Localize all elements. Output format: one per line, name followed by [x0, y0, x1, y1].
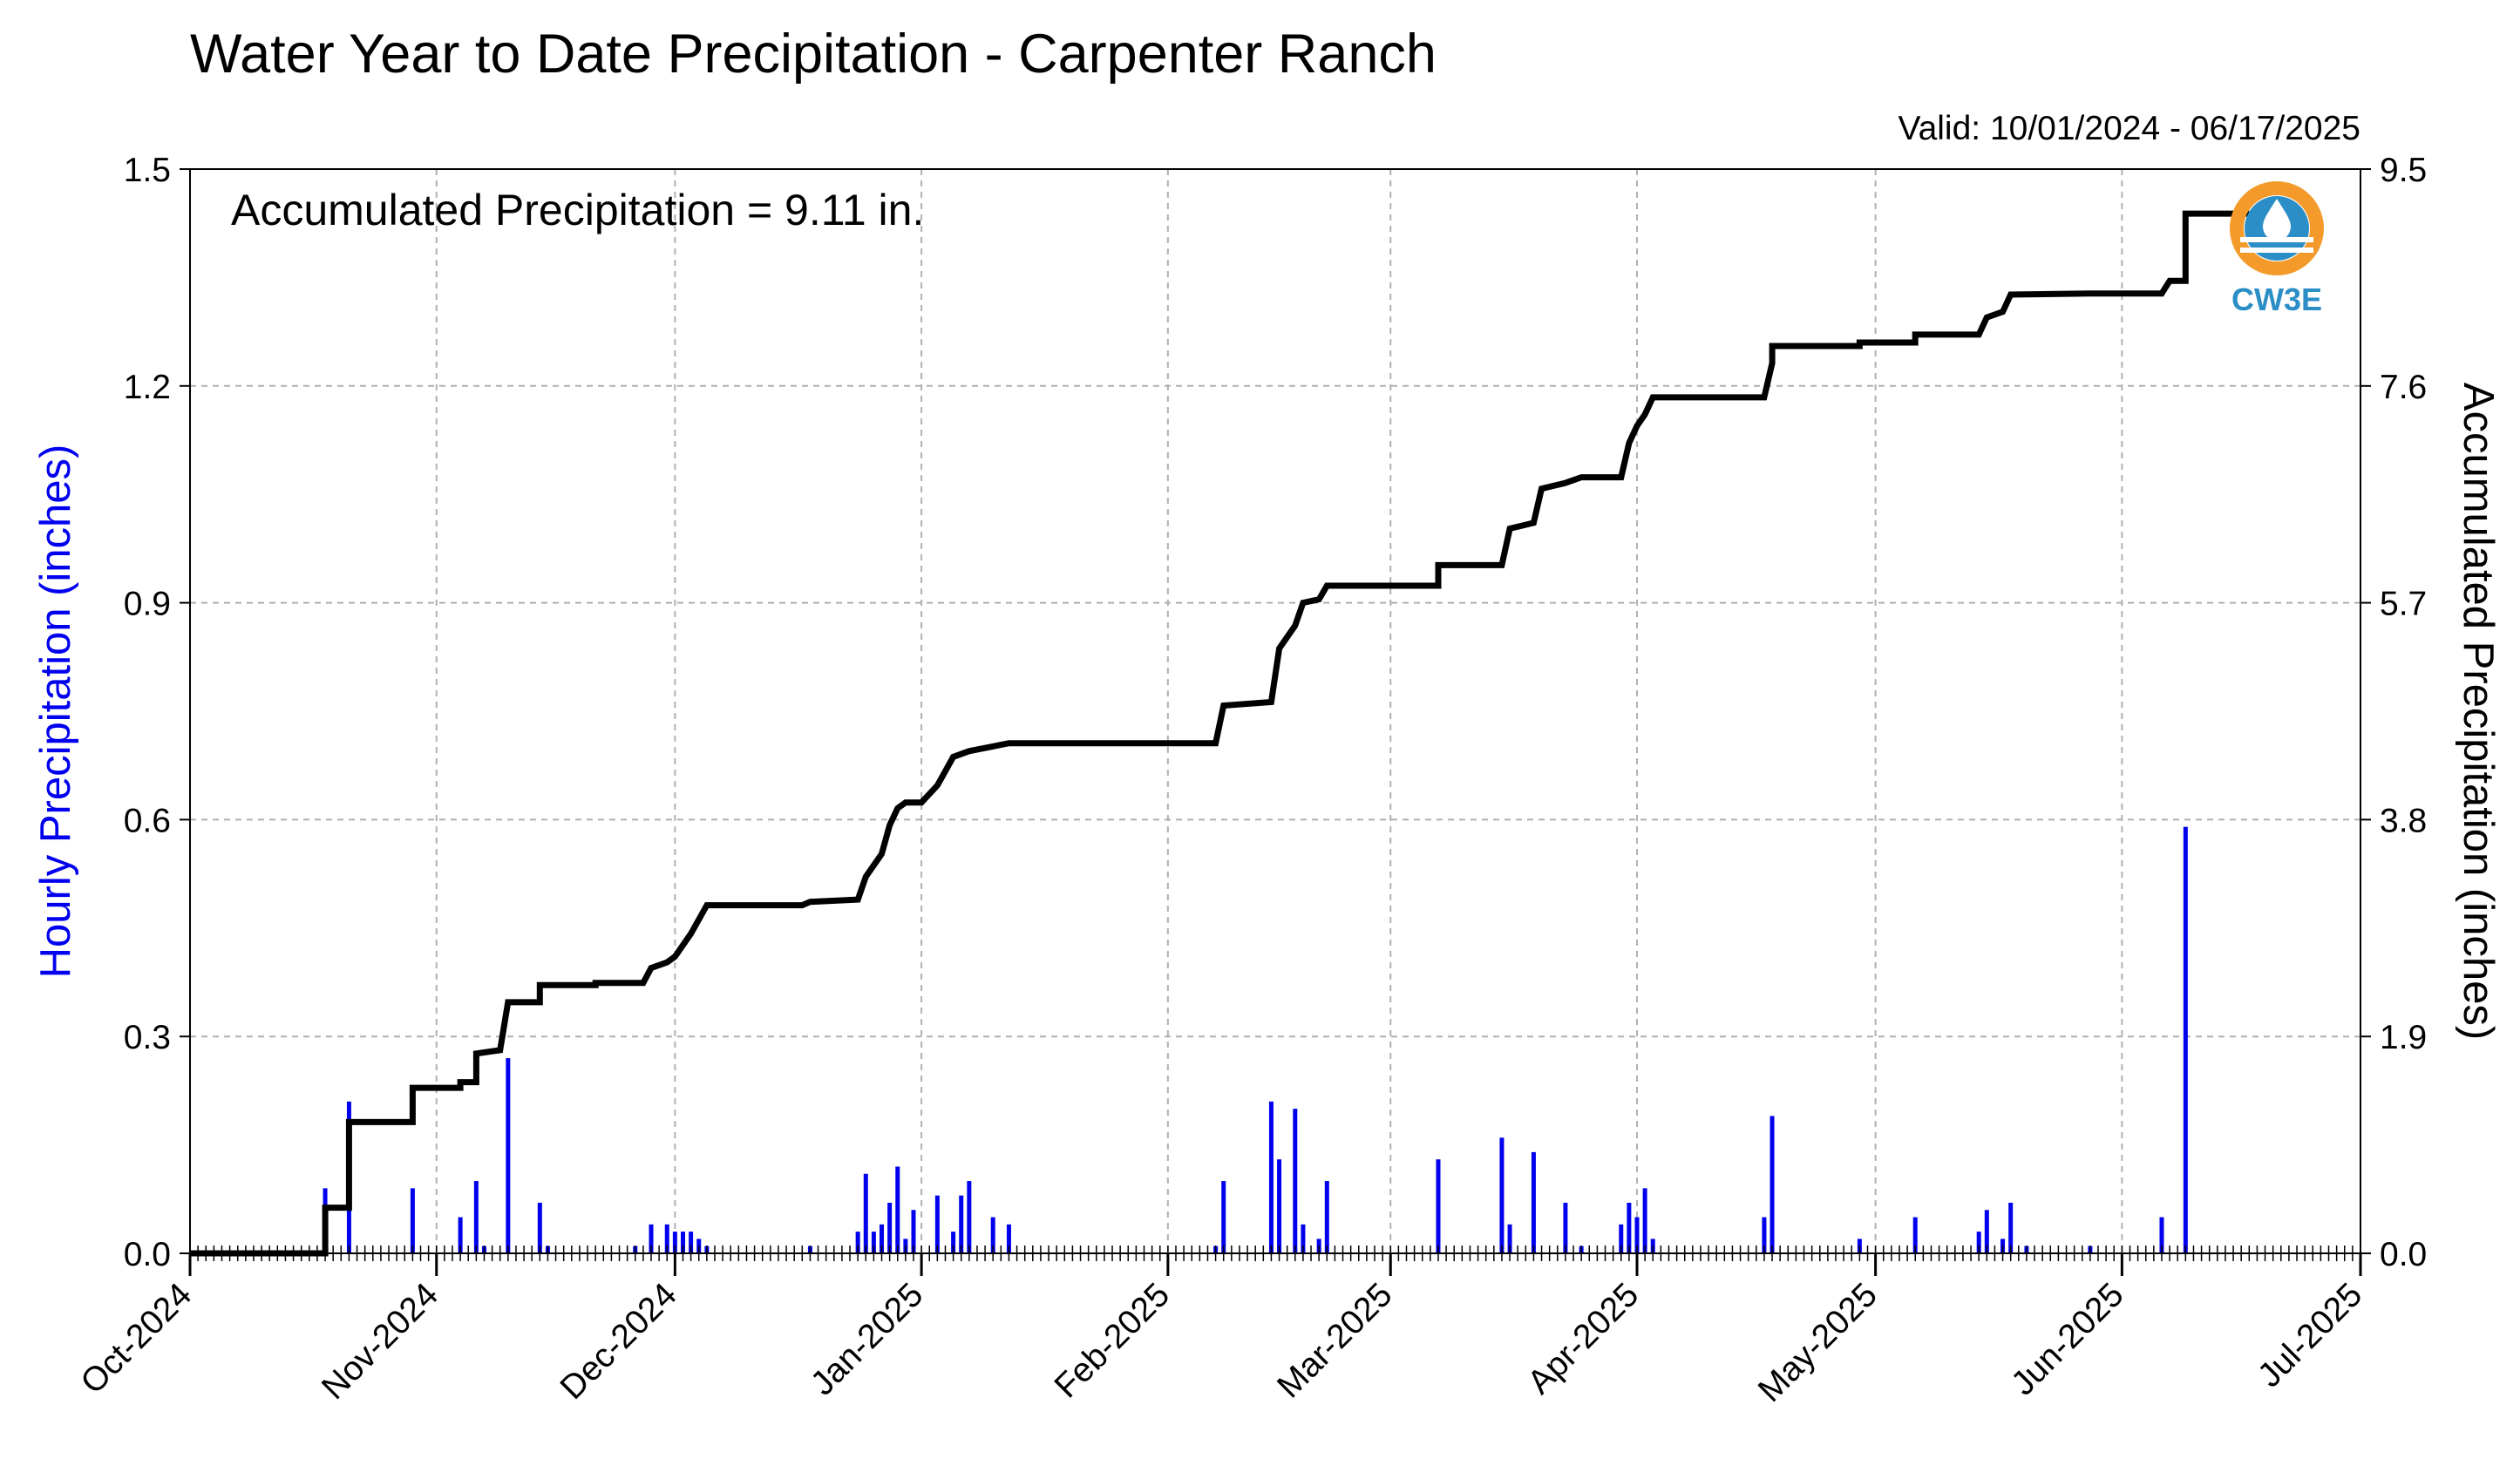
left-tick-label: 0.6 [124, 802, 171, 839]
hourly-bar [951, 1232, 956, 1253]
x-tick-label: Dec-2024 [554, 1276, 684, 1407]
hourly-bar [2159, 1217, 2164, 1253]
right-tick-label: 5.7 [2380, 586, 2427, 623]
hourly-bar [1531, 1151, 1536, 1253]
hourly-bar [1324, 1181, 1329, 1253]
accumulated-annotation: Accumulated Precipitation = 9.11 in. [231, 186, 924, 234]
hourly-bar [1221, 1181, 1226, 1253]
right-tick-label: 7.6 [2380, 369, 2427, 406]
x-tick-label: Mar-2025 [1270, 1276, 1399, 1405]
hourly-bar [871, 1232, 876, 1253]
left-tick-label: 0.3 [124, 1019, 171, 1056]
left-tick-label: 1.2 [124, 369, 171, 406]
right-tick-label: 0.0 [2380, 1236, 2427, 1273]
hourly-bar [1436, 1159, 1441, 1253]
right-tick-label: 3.8 [2380, 802, 2427, 839]
hourly-bar [855, 1232, 860, 1253]
hourly-bar [863, 1173, 868, 1253]
hourly-bar [1627, 1202, 1632, 1253]
chart-title: Water Year to Date Precipitation - Carpe… [190, 24, 1437, 85]
hourly-bar [934, 1195, 940, 1253]
hourly-bar [1268, 1101, 1274, 1253]
right-y-axis: 0.0 1.9 3.8 5.7 7.6 9.5 [2360, 152, 2427, 1273]
right-tick-label: 1.9 [2380, 1019, 2427, 1056]
x-tick-label: Jul-2025 [2251, 1276, 2369, 1395]
hourly-bar [664, 1224, 669, 1253]
hourly-bar [680, 1232, 685, 1253]
hourly-bar [990, 1217, 995, 1253]
hourly-bar [506, 1058, 511, 1253]
hourly-bar [473, 1181, 479, 1253]
gridlines [190, 169, 2360, 1253]
plot-frame [189, 168, 2361, 1254]
hourly-bar [1634, 1217, 1640, 1253]
accumulated-line [190, 210, 2250, 1257]
x-axis: Oct-2024 Nov-2024 Dec-2024 Jan-2025 Feb-2025… [74, 1245, 2369, 1409]
hourly-bar [1006, 1224, 1011, 1253]
x-tick-label: Oct-2024 [74, 1276, 200, 1402]
x-tick-label: Apr-2025 [1521, 1276, 1647, 1402]
hourly-bar [1563, 1202, 1568, 1253]
hourly-bar [895, 1166, 900, 1253]
water-drop-icon [2263, 199, 2291, 241]
left-tick-label: 0.0 [124, 1236, 171, 1273]
hourly-bar [672, 1232, 677, 1253]
hourly-bar [2183, 826, 2188, 1253]
cw3e-logo: CW3E [2230, 181, 2324, 317]
logo-wave [2240, 248, 2313, 253]
hourly-bar [1984, 1210, 1989, 1253]
hourly-bar [1301, 1224, 1306, 1253]
right-tick-label: 9.5 [2380, 152, 2427, 189]
x-tick-label: Jan-2025 [804, 1276, 930, 1402]
hourly-bar [967, 1181, 972, 1253]
hourly-bar [1507, 1224, 1512, 1253]
left-tick-label: 0.9 [124, 586, 171, 623]
hourly-bar [911, 1210, 916, 1253]
hourly-bar [1293, 1109, 1298, 1253]
hourly-bar [1976, 1232, 1981, 1253]
logo-text: CW3E [2231, 282, 2322, 317]
hourly-bar [689, 1232, 694, 1253]
x-tick-label: Feb-2025 [1048, 1276, 1177, 1405]
hourly-bar [2008, 1202, 2014, 1253]
hourly-bar [1642, 1188, 1647, 1253]
hourly-bar [1499, 1137, 1505, 1253]
hourly-bar [1619, 1224, 1624, 1253]
y-axis-label-left: Hourly Precipitation (inches) [32, 445, 79, 979]
x-tick-label: Nov-2024 [315, 1276, 445, 1407]
hourly-bar [959, 1195, 964, 1253]
logo-ring [2230, 181, 2324, 275]
hourly-bars [323, 826, 2188, 1253]
hourly-bar [537, 1202, 542, 1253]
hourly-bar [410, 1188, 415, 1253]
hourly-bar [1762, 1217, 1767, 1253]
x-tick-label: May-2025 [1751, 1276, 1885, 1409]
hourly-bar [458, 1217, 463, 1253]
hourly-bar [1277, 1159, 1282, 1253]
x-tick-label: Jun-2025 [2004, 1276, 2130, 1402]
hourly-bar [1769, 1116, 1775, 1253]
left-tick-label: 1.5 [124, 152, 171, 189]
left-y-axis: 0.0 0.3 0.6 0.9 1.2 1.5 [124, 152, 190, 1273]
hourly-bar [1912, 1217, 1918, 1253]
valid-date-range: Valid: 10/01/2024 - 06/17/2025 [1898, 110, 2360, 147]
y-axis-label-right: Accumulated Precipitation (inches) [2455, 383, 2502, 1040]
hourly-bar [887, 1202, 893, 1253]
hourly-bar [649, 1224, 654, 1253]
hourly-bar [880, 1224, 885, 1253]
